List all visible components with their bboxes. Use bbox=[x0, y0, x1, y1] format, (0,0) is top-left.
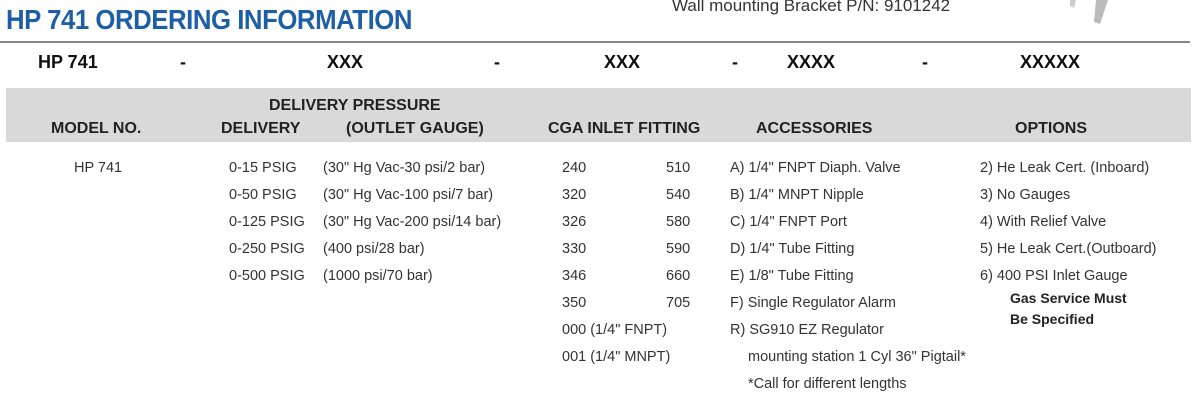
accessory-item: D) 1/4" Tube Fitting bbox=[730, 241, 855, 257]
accessory-item: C) 1/4" FNPT Port bbox=[730, 214, 847, 230]
divider bbox=[0, 41, 1190, 43]
page-title: HP 741 ORDERING INFORMATION bbox=[6, 4, 412, 35]
option-item: 2) He Leak Cert. (Inboard) bbox=[980, 160, 1150, 176]
outlet-gauge-range: (30" Hg Vac-200 psi/14 bar) bbox=[323, 214, 502, 230]
code-pressure: XXX bbox=[327, 52, 364, 72]
cga-fitting: 000 (1/4" FNPT) bbox=[562, 322, 668, 338]
cga-fitting: 001 (1/4" MNPT) bbox=[562, 349, 671, 365]
cga-fitting: 330 bbox=[562, 241, 587, 257]
header-band bbox=[6, 88, 1191, 142]
cga-fitting: 540 bbox=[666, 187, 691, 203]
model-value: HP 741 bbox=[74, 160, 123, 176]
header-cga: CGA INLET FITTING bbox=[548, 120, 701, 137]
outlet-gauge-range: (1000 psi/70 bar) bbox=[323, 268, 433, 284]
cga-fitting: 580 bbox=[666, 214, 691, 230]
header-options: OPTIONS bbox=[1015, 120, 1088, 137]
code-options: XXXXX bbox=[1020, 52, 1081, 72]
code-accessories: XXXX bbox=[787, 52, 836, 72]
accessory-note: *Call for different lengths bbox=[748, 376, 907, 392]
option-item: 6) 400 PSI Inlet Gauge bbox=[980, 268, 1128, 284]
outlet-gauge-range: (30" Hg Vac-100 psi/7 bar) bbox=[323, 187, 494, 203]
cga-fitting: 240 bbox=[562, 160, 587, 176]
delivery-range: 0-15 PSIG bbox=[229, 160, 297, 176]
header-accessories: ACCESSORIES bbox=[756, 120, 873, 137]
cga-fitting: 705 bbox=[666, 295, 691, 311]
code-dash: - bbox=[732, 52, 738, 72]
delivery-range: 0-250 PSIG bbox=[229, 241, 305, 257]
outlet-gauge-range: (400 psi/28 bar) bbox=[323, 241, 425, 257]
code-dash: - bbox=[922, 52, 928, 72]
cga-fitting: 320 bbox=[562, 187, 587, 203]
accessory-item: B) 1/4" MNPT Nipple bbox=[730, 187, 864, 203]
accessory-item: A) 1/4" FNPT Diaph. Valve bbox=[730, 160, 901, 176]
options-note: Be Specified bbox=[1010, 311, 1095, 327]
bracket-image bbox=[1070, 0, 1108, 24]
accessory-note: mounting station 1 Cyl 36" Pigtail* bbox=[748, 349, 966, 365]
header-delivery: DELIVERY bbox=[221, 120, 301, 137]
code-dash: - bbox=[494, 52, 500, 72]
header-outlet-gauge: (OUTLET GAUGE) bbox=[346, 120, 484, 137]
delivery-range: 0-500 PSIG bbox=[229, 268, 305, 284]
accessory-item: R) SG910 EZ Regulator bbox=[730, 322, 884, 338]
option-item: 5) He Leak Cert.(Outboard) bbox=[980, 241, 1157, 257]
options-note: Gas Service Must bbox=[1010, 290, 1127, 306]
cga-fitting: 326 bbox=[562, 214, 587, 230]
code-cga: XXX bbox=[604, 52, 641, 72]
accessory-item: F) Single Regulator Alarm bbox=[730, 295, 897, 311]
header-delivery-pressure: DELIVERY PRESSURE bbox=[269, 97, 441, 114]
outlet-gauge-range: (30" Hg Vac-30 psi/2 bar) bbox=[323, 160, 486, 176]
cga-fitting: 350 bbox=[562, 295, 587, 311]
delivery-range: 0-125 PSIG bbox=[229, 214, 305, 230]
code-dash: - bbox=[180, 52, 186, 72]
delivery-range: 0-50 PSIG bbox=[229, 187, 297, 203]
code-model: HP 741 bbox=[38, 52, 98, 72]
option-item: 4) With Relief Valve bbox=[980, 214, 1107, 230]
bracket-note: Wall mounting Bracket P/N: 9101242 bbox=[672, 0, 951, 15]
accessory-item: E) 1/8" Tube Fitting bbox=[730, 268, 854, 284]
cga-fitting: 660 bbox=[666, 268, 691, 284]
option-item: 3) No Gauges bbox=[980, 187, 1071, 203]
header-model: MODEL NO. bbox=[51, 120, 142, 137]
cga-fitting: 510 bbox=[666, 160, 691, 176]
cga-fitting: 346 bbox=[562, 268, 587, 284]
cga-fitting: 590 bbox=[666, 241, 691, 257]
